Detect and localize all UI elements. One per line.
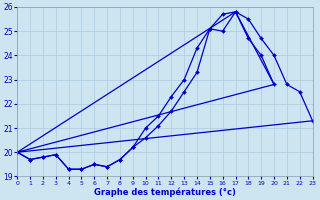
X-axis label: Graphe des températures (°c): Graphe des températures (°c)	[94, 187, 236, 197]
